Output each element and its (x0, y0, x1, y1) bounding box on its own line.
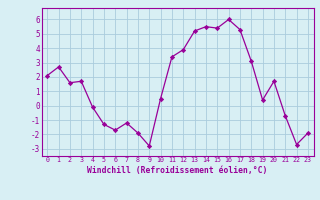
X-axis label: Windchill (Refroidissement éolien,°C): Windchill (Refroidissement éolien,°C) (87, 166, 268, 175)
